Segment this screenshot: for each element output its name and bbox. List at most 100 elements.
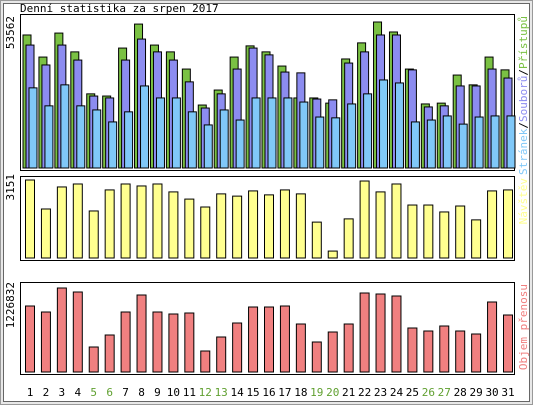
bar	[187, 111, 197, 169]
bar	[423, 204, 434, 259]
x-tick-label: 11	[183, 386, 196, 399]
bar	[487, 301, 498, 373]
bar	[471, 333, 482, 373]
bar	[311, 341, 322, 373]
bar	[120, 183, 131, 259]
bar	[299, 101, 309, 169]
bar	[60, 84, 70, 169]
x-tick-label: 13	[215, 386, 228, 399]
bar	[136, 294, 147, 373]
bar	[375, 191, 386, 259]
bar	[391, 295, 402, 373]
x-tick-label: 18	[294, 386, 307, 399]
bar	[219, 109, 229, 169]
bar	[471, 219, 482, 259]
bar	[327, 331, 338, 373]
bar	[343, 218, 354, 259]
x-tick-label: 29	[470, 386, 483, 399]
x-tick-label: 2	[43, 386, 50, 399]
bar	[442, 115, 452, 169]
bar	[104, 334, 115, 373]
x-tick-label: 15	[246, 386, 259, 399]
bar	[76, 105, 86, 169]
x-tick-label: 23	[374, 386, 387, 399]
bar	[25, 305, 35, 373]
y-tick-label: 3151	[4, 174, 17, 201]
legend-entry: Návštěv	[517, 178, 530, 225]
bar	[40, 311, 51, 373]
bar	[155, 97, 165, 169]
bar	[184, 198, 195, 259]
bar	[25, 179, 35, 259]
legend-entry: Objem přenosu	[517, 284, 530, 370]
bar	[363, 93, 373, 169]
bar	[295, 323, 306, 373]
x-tick-label: 30	[485, 386, 498, 399]
x-tick-label: 3	[59, 386, 66, 399]
x-tick-label: 4	[74, 386, 81, 399]
bar	[72, 183, 83, 259]
bar	[152, 183, 163, 259]
bar	[40, 208, 51, 259]
legend: Objem přenosu	[517, 284, 530, 370]
bar	[216, 193, 227, 259]
x-tick-label: 28	[454, 386, 467, 399]
bar	[200, 350, 211, 373]
bar	[455, 330, 466, 373]
bar	[359, 180, 370, 259]
bar	[379, 79, 389, 169]
x-tick-label: 9	[154, 386, 161, 399]
bar	[439, 211, 450, 259]
bar	[232, 195, 243, 259]
legend-entry: Souborů	[517, 76, 530, 122]
x-tick-label: 8	[138, 386, 145, 399]
bar	[88, 210, 99, 259]
bar	[267, 97, 277, 169]
legend: Stránek/Souborů/Přístupů	[517, 16, 530, 175]
bar	[295, 193, 306, 259]
bar	[264, 194, 274, 259]
x-tick-label: 16	[262, 386, 275, 399]
bar	[108, 121, 118, 169]
bar	[232, 322, 243, 373]
x-tick-label: 5	[90, 386, 97, 399]
legend: Návštěv	[517, 178, 530, 225]
bar	[458, 123, 468, 169]
x-tick-label: 21	[342, 386, 355, 399]
bar	[359, 292, 370, 373]
bar	[490, 115, 500, 169]
legend-separator: /	[517, 122, 530, 129]
bar	[283, 97, 293, 169]
y-tick-label: 53562	[4, 16, 17, 49]
bar	[88, 346, 99, 373]
bar	[120, 311, 131, 373]
bar	[184, 312, 195, 373]
bar	[503, 314, 513, 373]
bar	[140, 85, 150, 169]
x-tick-label: 14	[231, 386, 245, 399]
bar	[28, 87, 38, 169]
x-tick-label: 25	[406, 386, 419, 399]
bar	[474, 116, 484, 169]
bar	[426, 119, 436, 169]
bar	[423, 330, 434, 373]
bar	[506, 115, 516, 169]
bar	[347, 103, 357, 169]
legend-entry: Stránek	[517, 128, 530, 175]
bar	[327, 250, 338, 259]
bar	[200, 206, 211, 259]
bar	[171, 97, 181, 169]
bar	[279, 305, 290, 373]
bar	[375, 293, 386, 373]
bar	[264, 306, 274, 373]
bar	[168, 191, 179, 259]
x-tick-label: 10	[167, 386, 180, 399]
bar	[203, 124, 213, 169]
bar	[407, 204, 418, 259]
x-tick-label: 1	[27, 386, 34, 399]
x-tick-label: 31	[501, 386, 514, 399]
x-tick-label: 22	[358, 386, 371, 399]
bar	[487, 190, 498, 259]
bar	[216, 336, 227, 373]
